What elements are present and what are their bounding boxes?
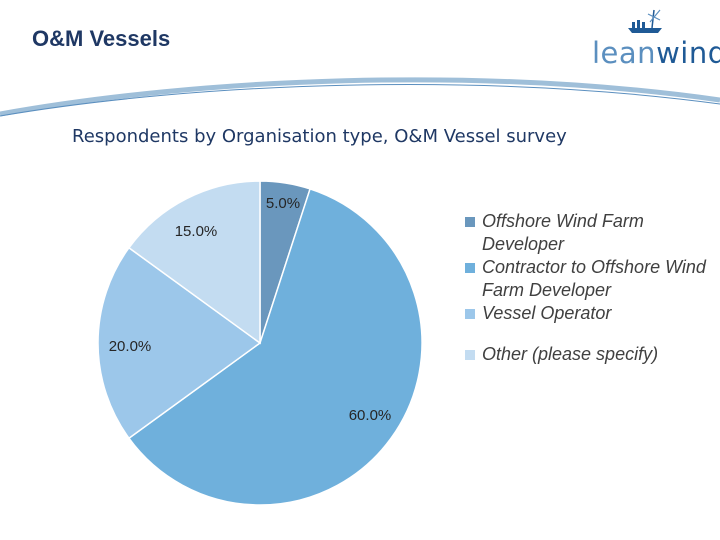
legend-item: Vessel Operator bbox=[462, 302, 712, 325]
ship-icon bbox=[628, 9, 662, 33]
pie-data-label: 60.0% bbox=[349, 407, 392, 424]
pie-slice bbox=[97, 246, 262, 440]
page-title: O&M Vessels bbox=[32, 26, 171, 51]
legend-label: Contractor to Offshore Wind Farm Develop… bbox=[482, 257, 706, 300]
legend-swatch bbox=[465, 350, 475, 360]
pie-data-label: 5.0% bbox=[266, 195, 300, 212]
legend-item: Offshore Wind Farm Developer bbox=[462, 210, 712, 256]
pie-data-label: 20.0% bbox=[109, 338, 152, 355]
logo-text-lean: lean bbox=[592, 36, 657, 70]
header-swoosh bbox=[0, 77, 720, 117]
chart-legend: Offshore Wind Farm Developer Contractor t… bbox=[462, 210, 712, 366]
legend-swatch bbox=[465, 309, 475, 319]
pie-data-label: 15.0% bbox=[175, 223, 218, 240]
pie-slice bbox=[127, 187, 423, 506]
legend-item: Other (please specify) bbox=[462, 343, 712, 366]
legend-label: Offshore Wind Farm Developer bbox=[482, 211, 644, 254]
legend-swatch bbox=[465, 263, 475, 273]
leanwind-logo: leanwind bbox=[588, 4, 720, 70]
pie-slice bbox=[127, 180, 261, 345]
chart-title: Respondents by Organisation type, O&M Ve… bbox=[72, 126, 567, 147]
legend-label: Vessel Operator bbox=[482, 303, 612, 323]
legend-swatch bbox=[465, 217, 475, 227]
legend-item: Contractor to Offshore Wind Farm Develop… bbox=[462, 256, 712, 302]
legend-label: Other (please specify) bbox=[482, 344, 659, 364]
logo-text-wind: wind bbox=[656, 36, 720, 70]
